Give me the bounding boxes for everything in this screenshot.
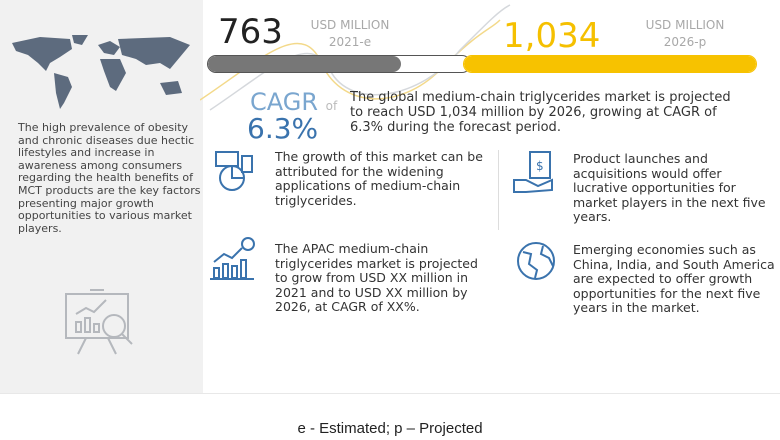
market-2026-bar [463,55,757,73]
chart-analysis-icon [215,151,253,191]
market-2021-unit: USD MILLION [310,18,390,32]
left-panel: The high prevalence of obesity and chron… [0,0,203,393]
divider [498,150,499,230]
money-hand-icon: $ [513,151,553,193]
world-map-icon [12,35,190,109]
globe-icon [517,242,555,280]
market-2021-year: 2021-e [328,35,372,49]
insight-text: Product launches and acquisitions would … [573,151,766,224]
market-2021-bar [207,55,471,73]
left-panel-text: The high prevalence of obesity and chron… [18,121,201,235]
market-2026-year: 2026-p [663,35,707,49]
market-2021-value: 763 [218,12,283,52]
bar-growth-icon [210,237,255,280]
market-summary: The global medium-chain triglycerides ma… [350,90,731,135]
cagr-value: 6.3% [247,112,319,145]
cagr-label: CAGR of [250,88,338,116]
divider [0,393,780,394]
svg-text:$: $ [536,159,544,173]
insight-text: Emerging economies such as China, India,… [573,242,775,315]
market-2026-value: 1,034 [503,16,601,56]
presentation-analysis-icon [65,289,133,355]
insight-text: The APAC medium-chain triglycerides mark… [275,241,478,314]
insight-text: The growth of this market can be attribu… [275,149,483,208]
market-2026-unit: USD MILLION [645,18,725,32]
legend-caption: e - Estimated; p – Projected [297,420,483,437]
